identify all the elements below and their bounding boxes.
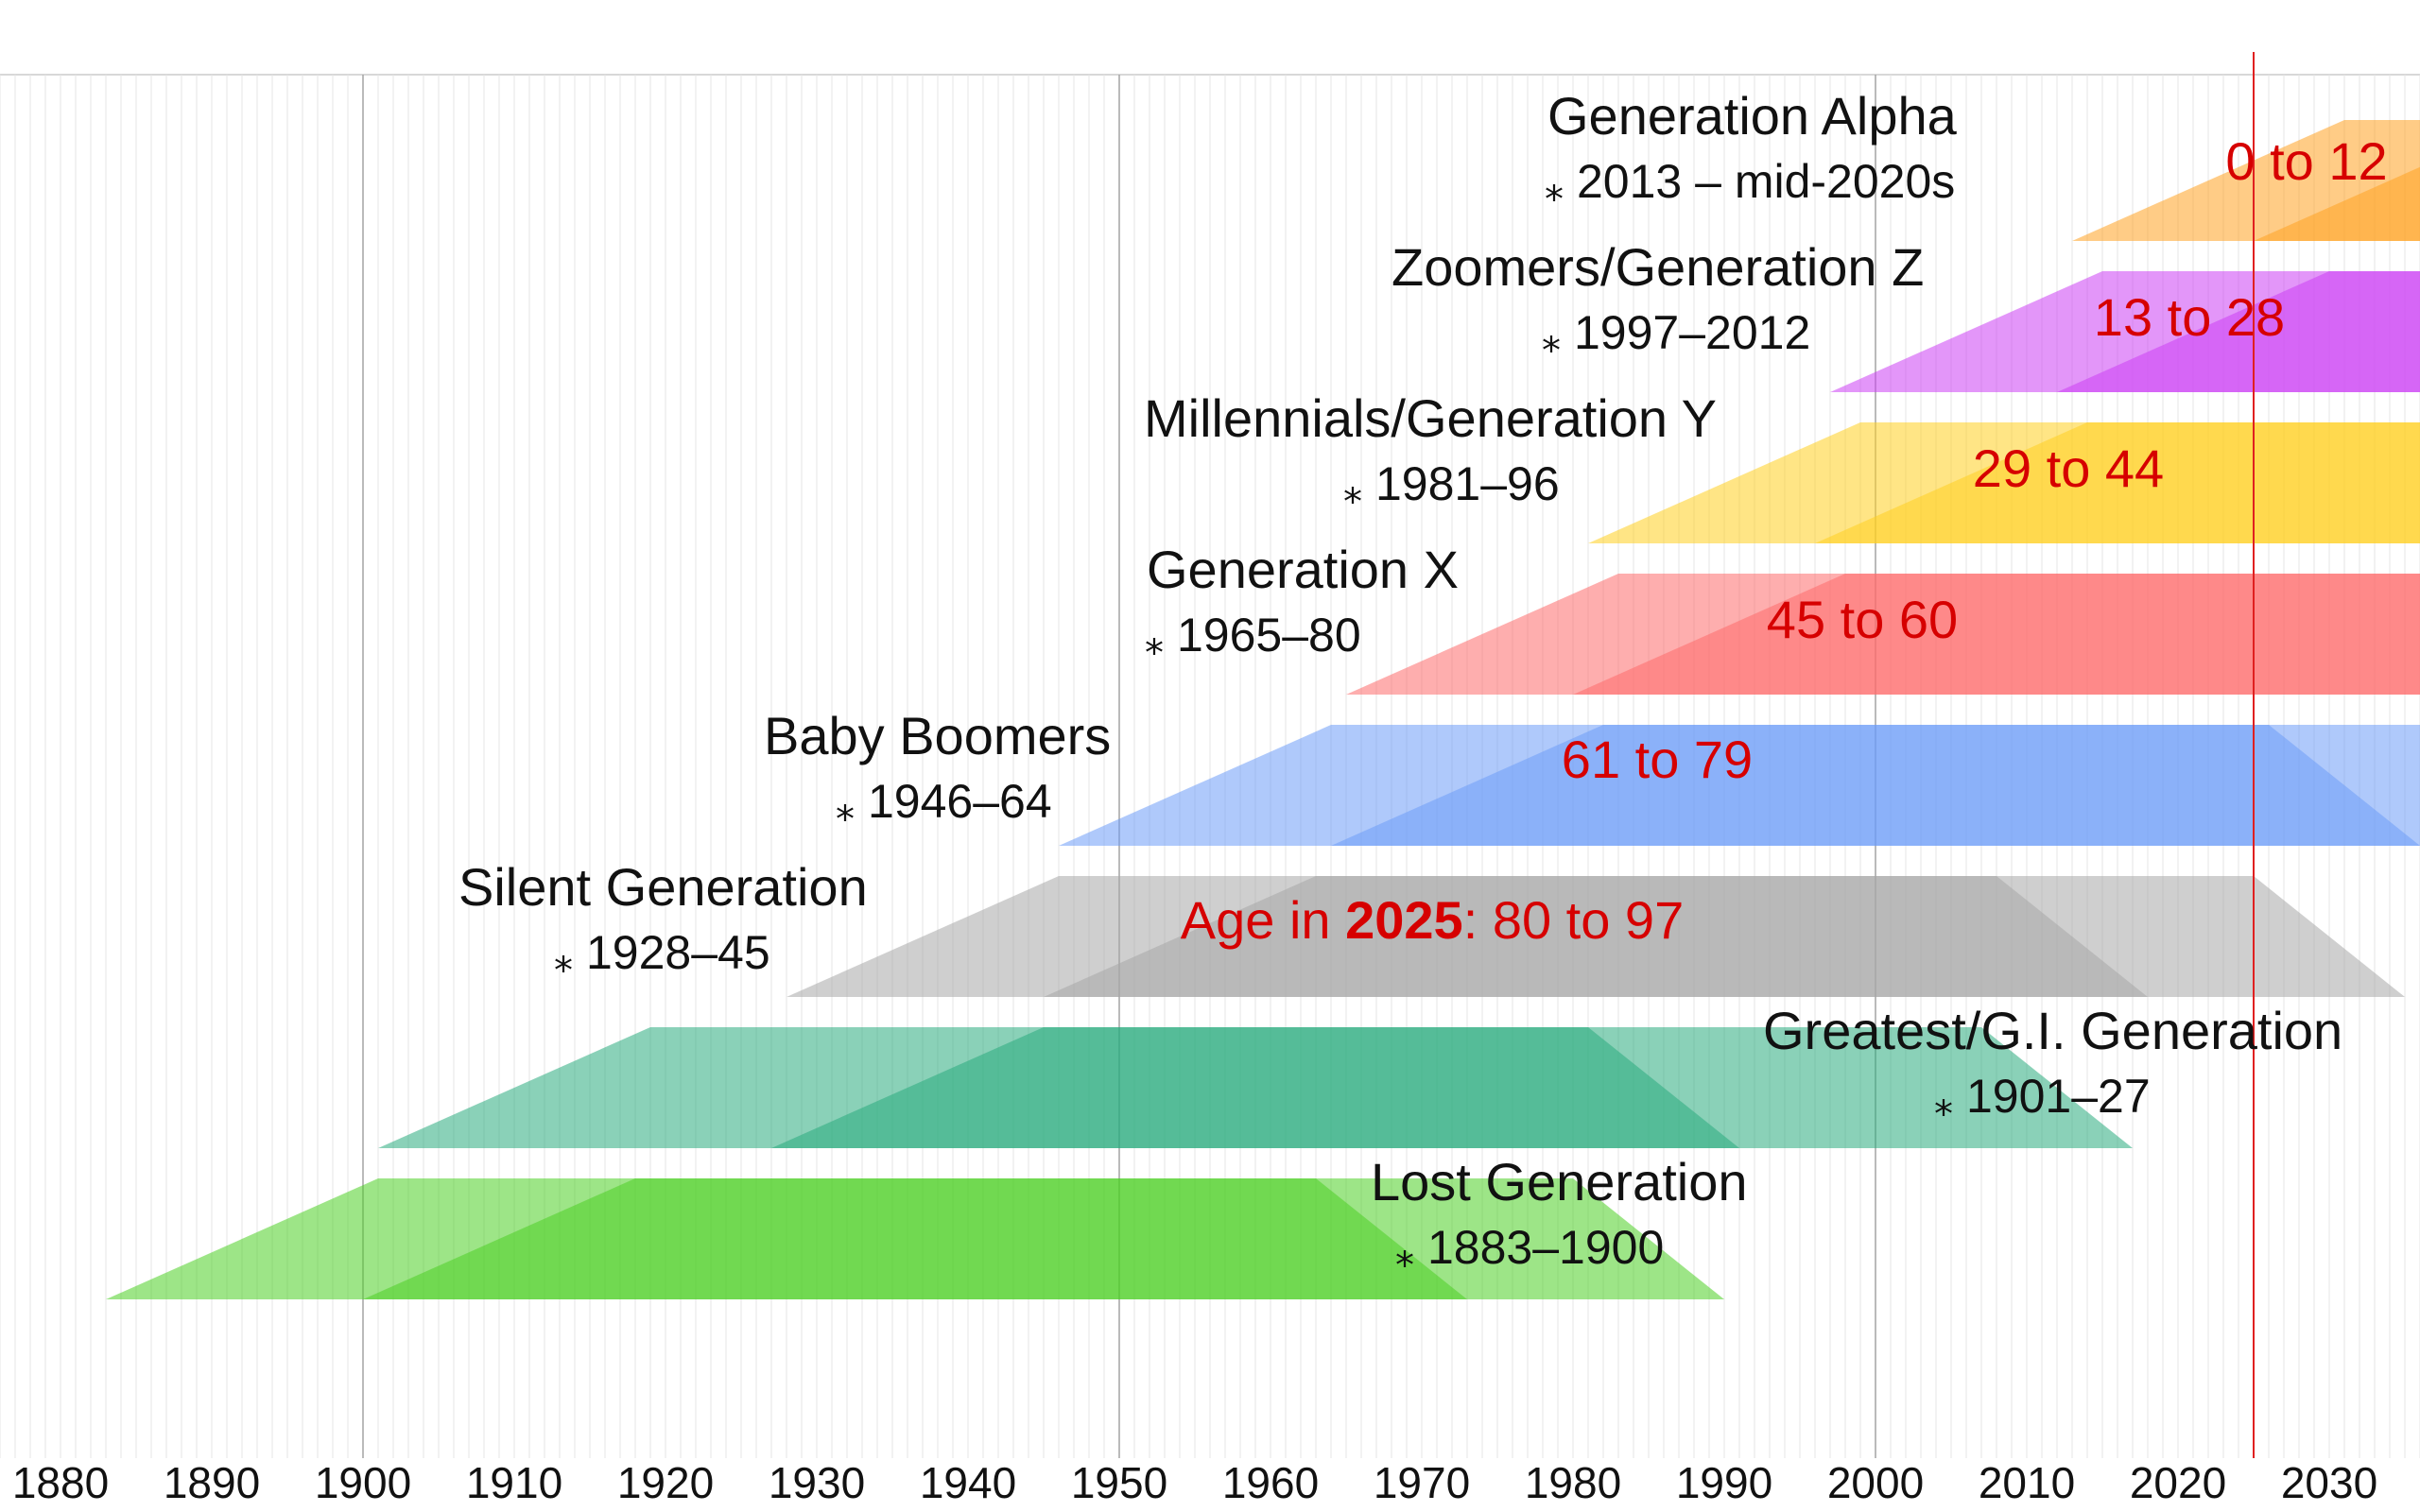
generation-bands xyxy=(106,52,2420,1458)
x-tick-label: 1950 xyxy=(1071,1458,1167,1507)
band-lifespan-inner xyxy=(1044,876,2148,997)
birth-asterisk-icon: ⁎ xyxy=(1343,470,1362,511)
birth-asterisk-icon: ⁎ xyxy=(554,938,573,980)
age-label: 0 to 12 xyxy=(2225,131,2387,191)
generation-name: Generation Alpha xyxy=(1547,86,1958,146)
x-tick-label: 2020 xyxy=(2130,1458,2226,1507)
generation-name: Millennials/Generation Y xyxy=(1144,388,1717,448)
generation-years: 1981–96 xyxy=(1375,457,1560,510)
age-label-prefix: Age in xyxy=(1181,890,1345,950)
birth-asterisk-icon: ⁎ xyxy=(1145,621,1164,662)
generation-name: Greatest/G.I. Generation xyxy=(1763,1001,2342,1060)
generation-name: Lost Generation xyxy=(1371,1152,1747,1211)
generation-years: 1901–27 xyxy=(1966,1070,2151,1123)
age-label-range: : 80 to 97 xyxy=(1463,890,1685,950)
band-lifespan-inner xyxy=(363,1178,1467,1299)
generation-band-6 xyxy=(1830,271,2420,392)
x-tick-label: 1910 xyxy=(466,1458,562,1507)
generation-name: Baby Boomers xyxy=(764,706,1111,765)
age-label-year: 2025 xyxy=(1345,890,1463,950)
generation-band-7 xyxy=(2072,120,2420,241)
x-tick-label: 1970 xyxy=(1374,1458,1470,1507)
x-tick-label: 1990 xyxy=(1676,1458,1772,1507)
generation-band-5 xyxy=(1588,422,2420,543)
x-axis-ticks: 1880 1890 1900 1910 1920 1930 1940 1950 1960 1970… xyxy=(12,1458,2377,1507)
birth-asterisk-icon: ⁎ xyxy=(836,787,855,829)
x-tick-label: 1880 xyxy=(12,1458,109,1507)
band-lifespan-inner xyxy=(2057,271,2420,392)
band-lifespan-inner xyxy=(771,1027,1739,1148)
generation-band-0 xyxy=(106,1178,1724,1299)
age-label: 45 to 60 xyxy=(1767,590,1958,649)
birth-asterisk-icon: ⁎ xyxy=(1395,1233,1414,1275)
generation-band-4 xyxy=(1346,574,2420,695)
generation-labels: Lost Generation 1883–1900 ⁎ Greatest/G.I. G… xyxy=(458,86,2388,1275)
birth-asterisk-icon: ⁎ xyxy=(1934,1082,1953,1124)
generation-years: 1928–45 xyxy=(586,926,770,979)
generation-band-2 xyxy=(786,876,2405,997)
x-tick-label: 1920 xyxy=(617,1458,714,1507)
band-lifespan-inner xyxy=(2254,166,2420,241)
generation-years: 1883–1900 xyxy=(1427,1221,1664,1274)
age-label: 61 to 79 xyxy=(1562,730,1753,789)
band-lifespan-inner xyxy=(1815,422,2420,543)
x-tick-label: 1930 xyxy=(769,1458,865,1507)
band-lifespan-inner xyxy=(1331,725,2420,846)
generation-name: Generation X xyxy=(1147,540,1459,599)
birth-asterisk-icon: ⁎ xyxy=(1545,167,1564,209)
generation-band-3 xyxy=(1059,725,2420,846)
generation-years: 1997–2012 xyxy=(1574,306,1810,359)
generation-years: 1946–64 xyxy=(868,775,1052,828)
x-tick-label: 1960 xyxy=(1222,1458,1319,1507)
generation-name: Silent Generation xyxy=(458,857,868,917)
age-label: 29 to 44 xyxy=(1973,438,2164,498)
generation-band-1 xyxy=(378,1027,2133,1148)
age-label: 13 to 28 xyxy=(2094,287,2285,347)
age-label: Age in 2025: 80 to 97 xyxy=(1181,890,1684,950)
birth-asterisk-icon: ⁎ xyxy=(1542,318,1561,360)
x-tick-label: 2030 xyxy=(2281,1458,2377,1507)
x-tick-label: 2000 xyxy=(1827,1458,1924,1507)
x-tick-label: 1900 xyxy=(315,1458,411,1507)
x-tick-label: 2010 xyxy=(1979,1458,2075,1507)
band-lifespan-inner xyxy=(1573,574,2420,695)
x-tick-label: 1940 xyxy=(920,1458,1016,1507)
generation-name: Zoomers/Generation Z xyxy=(1392,237,1924,297)
x-tick-label: 1980 xyxy=(1525,1458,1621,1507)
x-tick-label: 1890 xyxy=(164,1458,260,1507)
generation-years: 2013 – mid-2020s xyxy=(1577,155,1955,208)
generation-years: 1965–80 xyxy=(1177,609,1361,662)
